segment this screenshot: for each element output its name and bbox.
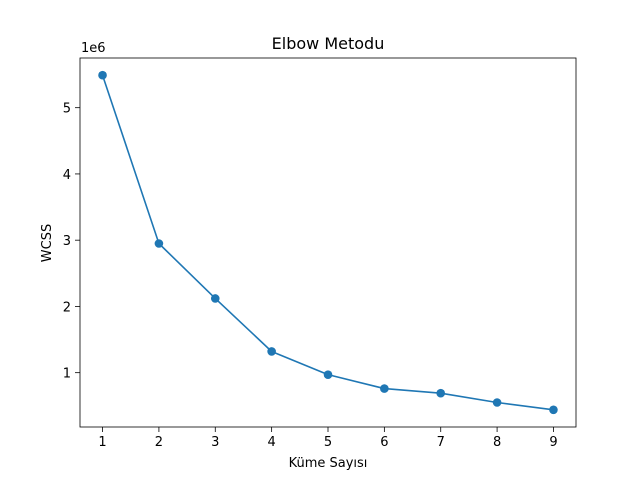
x-tick-label-8: 8	[493, 435, 501, 450]
y-tick-label-5: 5	[63, 102, 71, 117]
data-point-4	[267, 347, 276, 356]
y-tick-label-1: 1	[63, 367, 71, 382]
data-point-2	[154, 239, 164, 248]
y-axis-label: WCSS	[40, 224, 55, 262]
x-tick-label-7: 7	[437, 435, 445, 450]
x-axis-label: Küme Sayısı	[289, 456, 368, 471]
x-tick-label-3: 3	[211, 435, 219, 450]
y-tick-label-3: 3	[63, 234, 71, 249]
x-tick-label-6: 6	[380, 435, 388, 450]
data-point-8	[492, 398, 502, 407]
data-point-3	[210, 294, 220, 303]
x-tick-label-9: 9	[549, 435, 557, 450]
data-point-6	[380, 384, 389, 393]
chart-title: Elbow Metodu	[272, 34, 385, 53]
y-axis-offset-label: 1e6	[81, 41, 106, 56]
data-point-7	[436, 388, 446, 398]
data-point-9	[549, 405, 558, 415]
x-tick-label-4: 4	[267, 435, 275, 450]
x-tick-label-2: 2	[155, 435, 163, 450]
y-tick-label-4: 4	[63, 168, 71, 183]
x-tick-label-1: 1	[98, 435, 106, 450]
data-point-1	[98, 70, 107, 80]
data-point-5	[323, 370, 333, 379]
y-tick-label-2: 2	[63, 300, 71, 315]
x-tick-label-5: 5	[324, 435, 332, 450]
plot-area: 1 2 3 4 5 6 7 8 9 1 2 3 4 5	[63, 57, 577, 450]
